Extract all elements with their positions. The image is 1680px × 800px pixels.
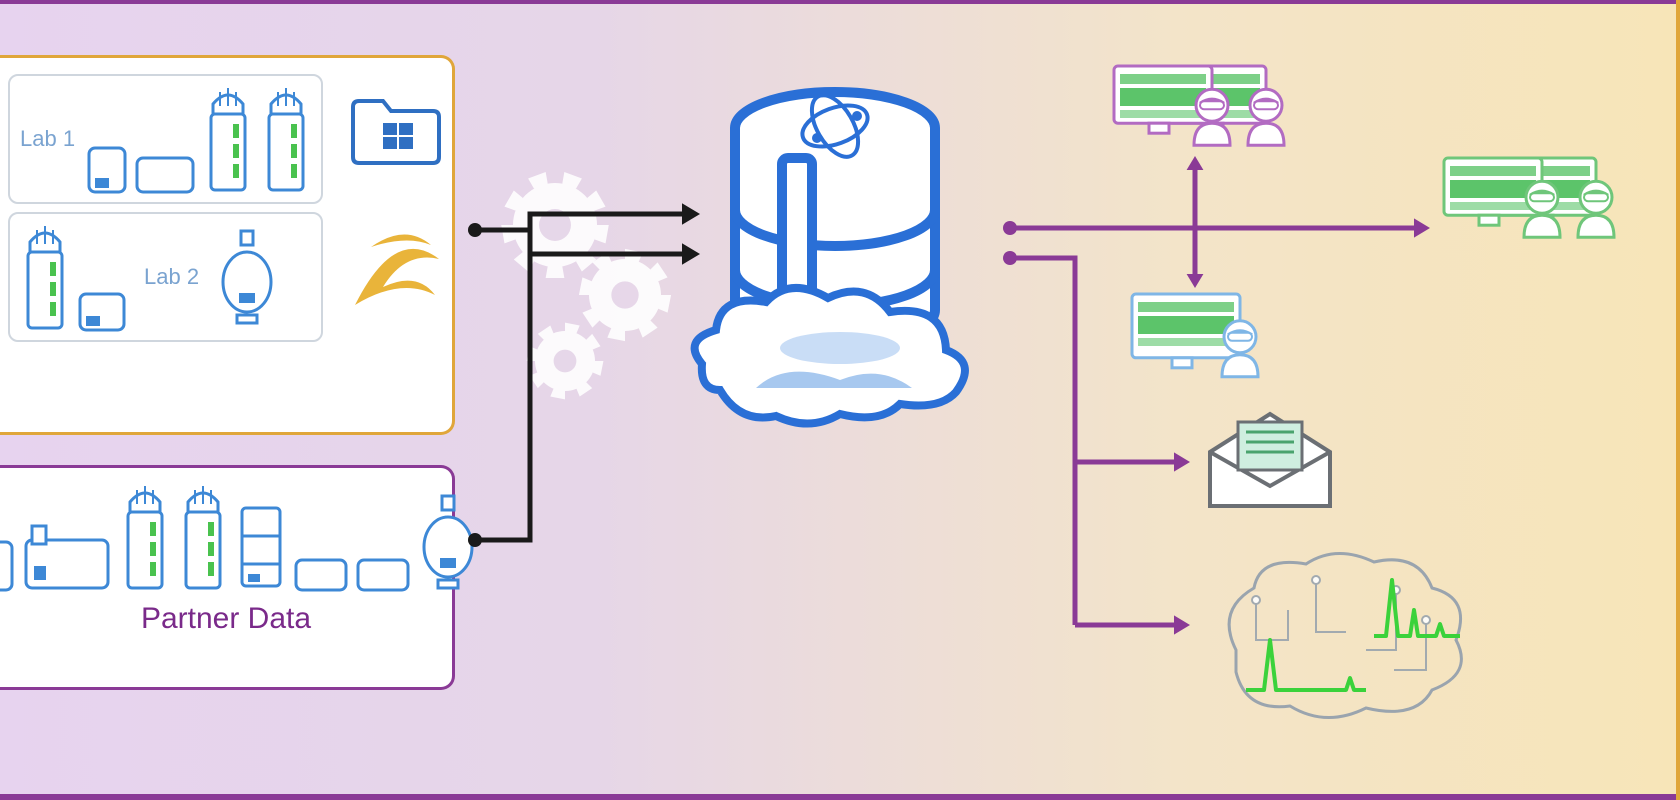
labs-panel: Lab 1 Lab 2 (0, 55, 455, 435)
partner-instruments (8, 476, 444, 598)
windows-folder-icon (345, 91, 445, 171)
lab1-instruments (87, 84, 311, 194)
ai-brain-icon (1196, 540, 1496, 730)
users-analysts-top-icon (1108, 58, 1298, 208)
lab2-instruments-b (217, 227, 277, 327)
partner-label: Partner Data (8, 598, 444, 636)
users-analysts-right-icon (1438, 150, 1628, 300)
gears-icon (495, 165, 695, 425)
lab1-box: Lab 1 (8, 74, 323, 204)
az-logo-icon (335, 215, 455, 325)
cloud-database-icon (690, 80, 980, 440)
partner-panel: Partner Data (0, 465, 455, 690)
user-analyst-mid-icon (1126, 286, 1266, 402)
lab2-box: Lab 2 (8, 212, 323, 342)
email-report-icon (1200, 406, 1340, 516)
lab2-instruments (20, 222, 126, 332)
lab2-label: Lab 2 (144, 264, 199, 290)
lab1-label: Lab 1 (20, 126, 75, 152)
